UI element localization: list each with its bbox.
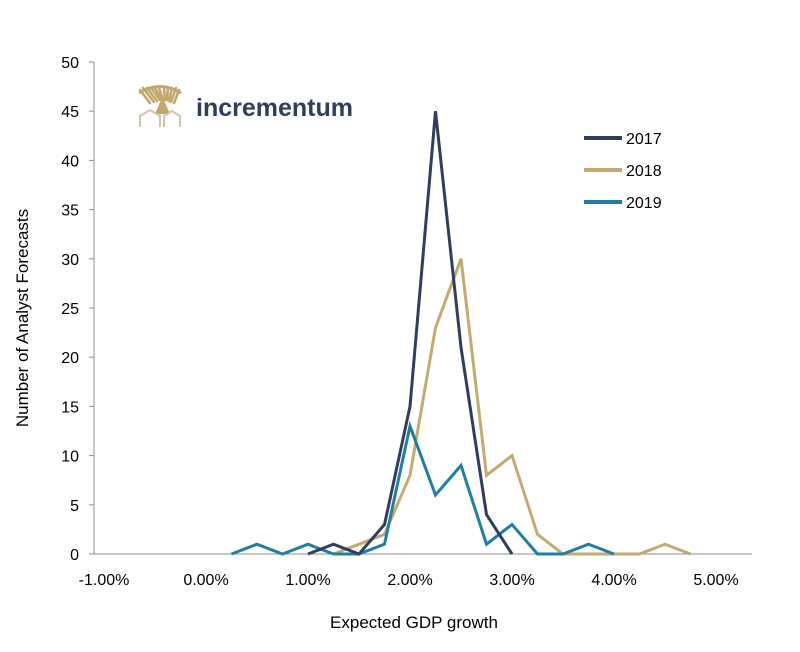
y-tick-label: 20 <box>61 350 79 367</box>
y-tick-label: 50 <box>61 55 79 72</box>
x-tick-label: 5.00% <box>693 572 738 589</box>
logo-branch <box>157 86 165 102</box>
y-tick-label: 0 <box>70 547 79 564</box>
logo-branch <box>167 86 174 103</box>
x-axis-title: Expected GDP growth <box>330 613 498 632</box>
logo-branch <box>149 86 162 102</box>
x-tick-label: 1.00% <box>285 572 330 589</box>
axes: 0 5 10 15 20 25 30 35 40 45 50 -1.00% 0.00% 1.00% 2.00… <box>61 55 752 589</box>
x-tick-label: 0.00% <box>183 572 228 589</box>
logo-text: incrementum <box>196 94 353 122</box>
x-tick-label: 4.00% <box>591 572 636 589</box>
series-line-2018 <box>332 258 692 556</box>
y-tick-label: 30 <box>61 252 79 269</box>
y-tick-label: 5 <box>70 498 79 515</box>
logo-canopy <box>138 85 182 95</box>
y-axis-title: Number of Analyst Forecasts <box>13 209 32 427</box>
y-tick-label: 35 <box>61 203 79 220</box>
logo-branch <box>165 86 170 102</box>
y-tick-label: 10 <box>61 449 79 466</box>
x-tick-label: 2.00% <box>387 572 432 589</box>
tree-logo-icon <box>138 85 182 127</box>
logo-branch <box>145 86 159 103</box>
x-tick-label: -1.00% <box>79 572 130 589</box>
y-tick-label: 15 <box>61 399 79 416</box>
logo-branch <box>153 86 164 102</box>
logo-house-left <box>139 108 161 127</box>
logo-branch <box>162 86 167 102</box>
legend-label-2019: 2019 <box>626 195 662 212</box>
legend-label-2018: 2018 <box>626 163 662 180</box>
y-tick-label: 45 <box>61 104 79 121</box>
logo-trunk <box>155 100 170 114</box>
incrementum-logo: incrementum <box>138 85 353 127</box>
logo-house-right <box>163 109 181 127</box>
series-layer <box>230 111 692 556</box>
y-tick-label: 40 <box>61 153 79 170</box>
series-line-2019 <box>230 420 615 556</box>
series-line-2017 <box>307 111 514 556</box>
x-tick-label: 3.00% <box>489 572 534 589</box>
legend-label-2017: 2017 <box>626 131 662 148</box>
legend: 2017 2018 2019 <box>584 131 662 212</box>
y-tick-label: 25 <box>61 301 79 318</box>
